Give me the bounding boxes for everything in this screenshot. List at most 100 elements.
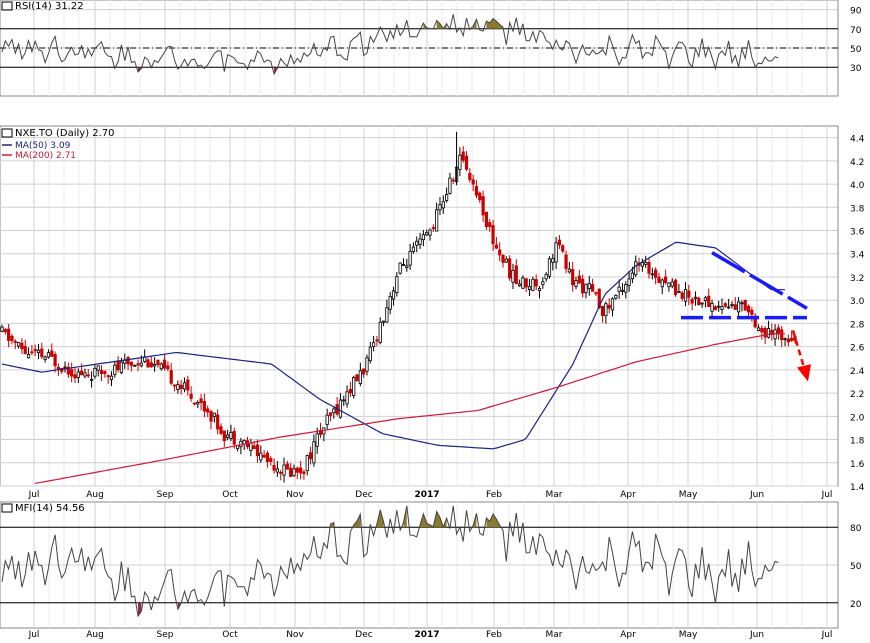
x-tick-label: May	[679, 490, 698, 500]
candle-body	[46, 352, 51, 358]
y-tick-label: 1.8	[850, 437, 865, 447]
candle-body	[368, 346, 372, 362]
x-tick-label: Jul	[821, 490, 833, 500]
candle-body	[99, 370, 104, 374]
mfi-line	[1, 505, 779, 618]
candle-body	[262, 454, 266, 458]
candle-body	[736, 301, 741, 313]
candle-body	[305, 455, 309, 472]
candle-body	[750, 309, 754, 315]
candle-body	[693, 296, 698, 299]
candle-body	[700, 302, 704, 305]
candle-body	[614, 294, 618, 299]
candle-body	[408, 251, 412, 266]
candle-body	[255, 444, 260, 457]
candle-body	[717, 305, 721, 308]
candle-body	[727, 306, 731, 309]
x-tick-label: Oct	[222, 490, 238, 500]
candle-body	[66, 366, 70, 375]
x-tick-label: Nov	[286, 630, 304, 639]
candle-body	[624, 284, 628, 293]
candle-body	[196, 401, 200, 405]
price-label: NXE.TO (Daily) 2.70	[15, 128, 115, 139]
candle-body	[206, 408, 210, 413]
candle-body	[577, 275, 581, 284]
x-tick-label: Mar	[546, 630, 563, 639]
candle-body	[252, 445, 256, 450]
candle-body	[435, 209, 439, 232]
rsi-line	[1, 14, 779, 76]
candle-body	[504, 258, 508, 263]
candle-body	[468, 172, 472, 180]
candle-body	[338, 399, 343, 418]
candle-body	[33, 349, 37, 352]
candle-body	[620, 289, 625, 292]
candle-body	[80, 370, 84, 376]
candle-body	[189, 393, 193, 399]
candle-body	[96, 365, 100, 371]
candle-body	[109, 375, 114, 380]
candle-body	[484, 211, 489, 227]
candle-body	[166, 365, 170, 370]
candle-body	[793, 336, 797, 341]
overbought-fill	[423, 23, 431, 29]
ma50-label: MA(50) 3.09	[15, 141, 71, 151]
candle-body	[498, 249, 502, 256]
overbought-fill	[436, 20, 447, 29]
candle-body	[591, 284, 595, 292]
candle-body	[458, 154, 462, 170]
candle-body	[421, 234, 425, 241]
candle-body	[172, 384, 177, 387]
x-tick-label: Oct	[222, 630, 238, 639]
y-tick-label: 3.8	[850, 204, 865, 214]
x-tick-label: Sep	[157, 490, 174, 500]
breakdown-arrow-head	[797, 364, 811, 382]
candle-body	[647, 262, 651, 274]
candle-body	[265, 452, 270, 462]
candle-body	[607, 304, 611, 309]
candle-body	[527, 286, 532, 291]
candle-body	[10, 335, 14, 342]
candle-body	[365, 357, 369, 372]
candle-body	[372, 342, 376, 347]
x-tick-label: May	[679, 630, 698, 639]
candle-body	[272, 465, 276, 471]
candle-body	[654, 269, 658, 278]
candle-body	[76, 371, 80, 378]
candle-body	[139, 362, 143, 367]
descending-trendline	[711, 251, 808, 310]
candle-body	[640, 262, 644, 267]
x-tick-label: Jul	[28, 490, 40, 500]
candle-body	[149, 362, 153, 368]
x-tick-label: Dec	[355, 630, 372, 639]
candle-body	[332, 408, 336, 413]
candle-body	[116, 361, 120, 371]
mfi-panel: 80 50 20	[0, 501, 862, 629]
candle-body	[345, 391, 349, 405]
candle-body	[594, 292, 598, 295]
y-tick-label: 4.4	[850, 135, 865, 145]
candle-body	[604, 303, 608, 317]
candle-body	[299, 467, 303, 474]
candle-body	[156, 359, 160, 365]
candle-body	[159, 363, 163, 370]
candle-body	[663, 276, 668, 283]
candle-body	[441, 201, 445, 209]
candle-body	[683, 289, 688, 302]
candle-body	[222, 430, 226, 442]
candle-body	[36, 349, 41, 353]
x-tick-label: Aug	[86, 490, 104, 500]
candle-body	[50, 350, 54, 357]
rsi-label: RSI(14) 31.22	[15, 1, 84, 12]
candle-body	[123, 359, 127, 364]
candle-body	[405, 265, 409, 268]
x-tick-label: Jun	[749, 630, 764, 639]
x-tick-label: Feb	[486, 490, 502, 500]
candle-body	[567, 268, 571, 273]
y-tick-label: 4.0	[850, 181, 865, 191]
y-tick-label: 80	[850, 524, 862, 534]
candle-body	[106, 375, 110, 378]
y-tick-label: 2.4	[850, 367, 865, 377]
y-tick-label: 3.6	[850, 228, 865, 238]
candle-body	[730, 304, 734, 306]
